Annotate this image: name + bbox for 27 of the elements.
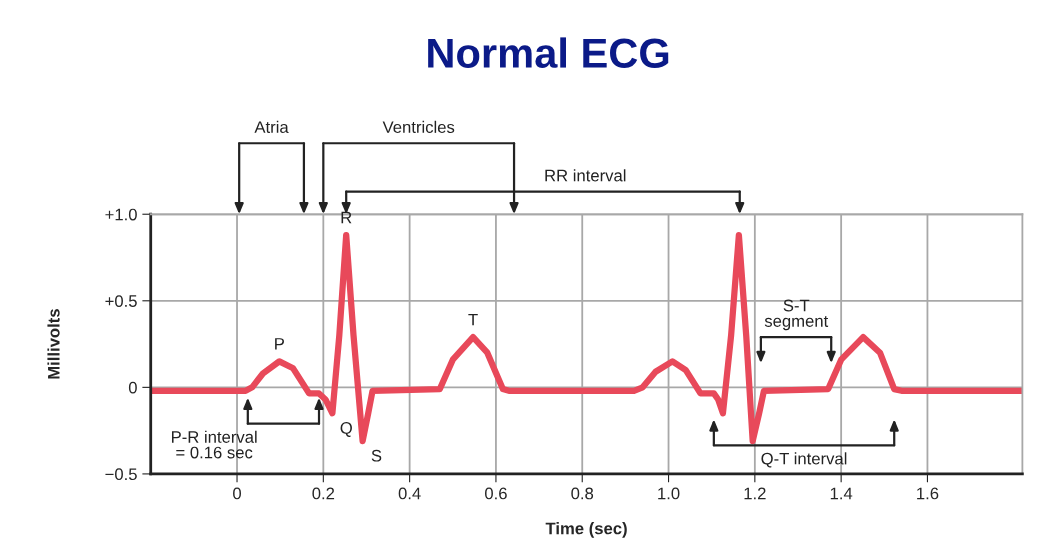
y-tick-label: +0.5 — [105, 295, 137, 307]
y-tick-label: 0 — [128, 381, 137, 394]
annotation: P-R interval = 0.16 sec — [171, 430, 257, 459]
x-tick-label: 0 — [233, 487, 242, 500]
x-tick-label: 1.6 — [917, 487, 939, 500]
x-tick-label: 0.4 — [398, 487, 421, 500]
annotation: P — [275, 338, 284, 350]
text: Atria — [254, 120, 289, 134]
x-tick-label: 1.4 — [830, 487, 853, 500]
y-tick-label: +1.0 — [105, 208, 137, 221]
x-tick-label: 1.2 — [744, 487, 766, 500]
x-tick-label: 0.6 — [485, 487, 507, 500]
x-tick-label: 0.8 — [571, 487, 594, 500]
x-axis-title: Time (sec) — [545, 522, 627, 538]
annotation: Q-T interval — [761, 452, 847, 468]
annotation: S-T segment — [764, 299, 829, 331]
annotation: Q — [340, 422, 352, 437]
x-tick-label: 0.2 — [312, 487, 335, 500]
x-tick-label: 1.0 — [658, 487, 680, 500]
annotation: T — [468, 313, 478, 326]
annotation: R — [341, 211, 352, 224]
y-tick-label: −0.5 — [105, 468, 137, 481]
text: RR interval — [545, 169, 626, 182]
text: Ventricles — [382, 120, 455, 134]
chart-title: Normal ECG — [428, 37, 669, 68]
annotation: S — [371, 449, 382, 462]
y-axis-title: Millivolts — [47, 309, 60, 379]
